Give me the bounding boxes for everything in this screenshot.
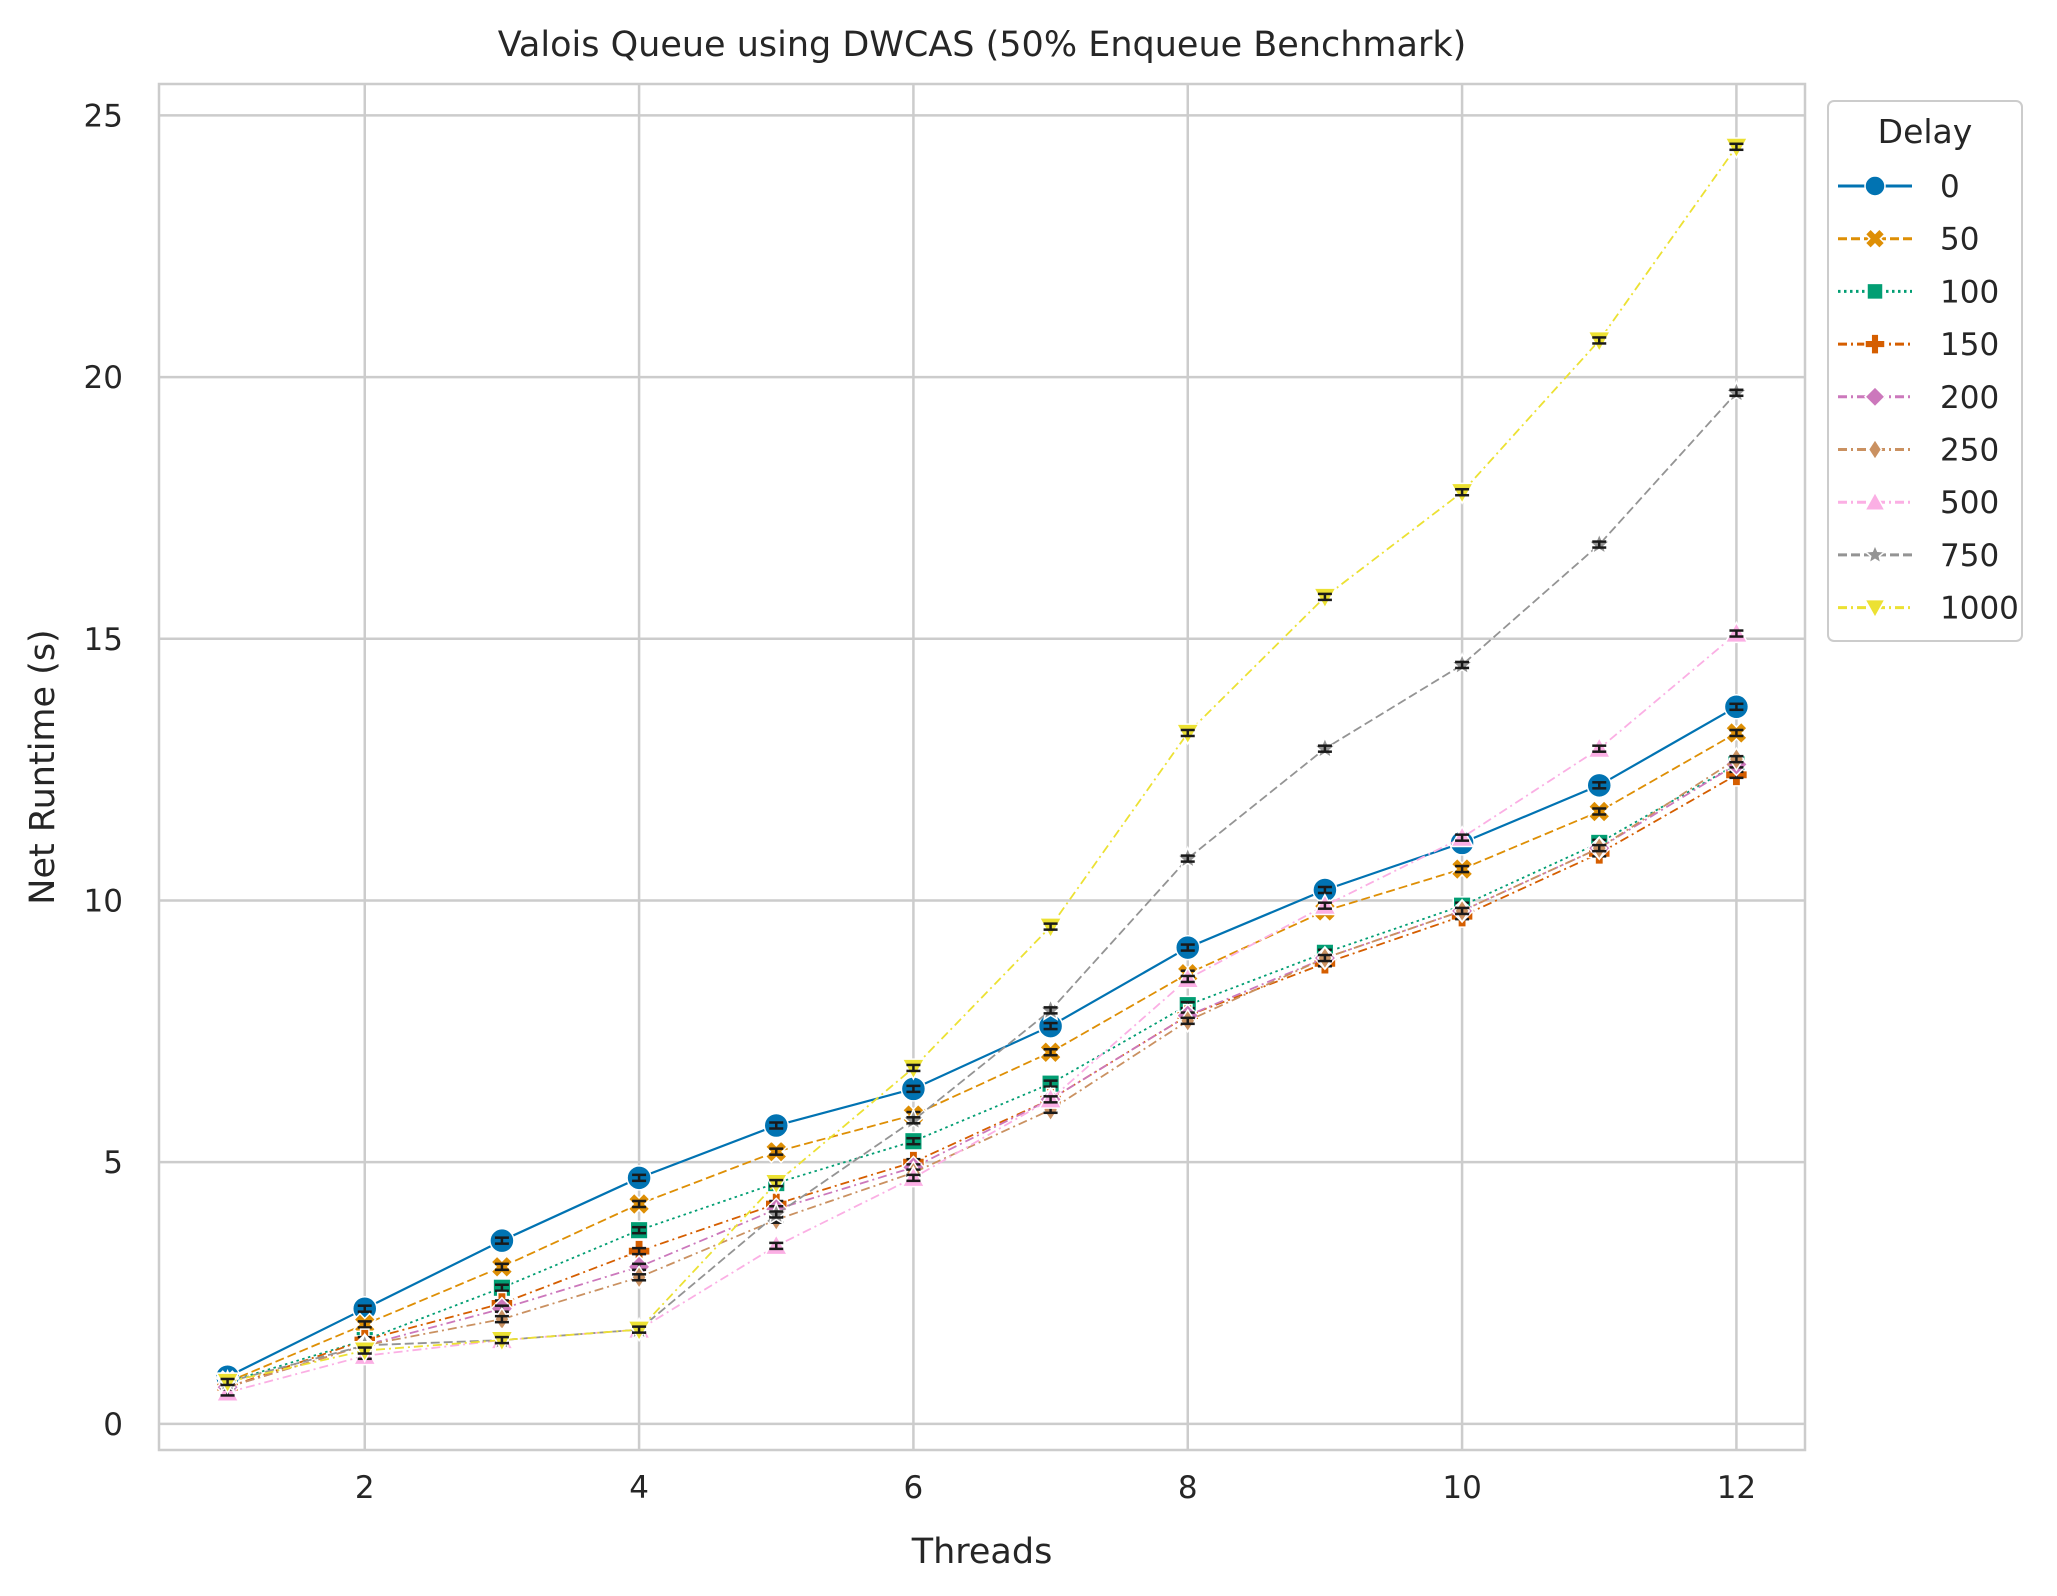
x-tick-label: 12 [1717,1470,1756,1506]
y-tick-label: 20 [84,360,123,396]
legend-label: 750 [1940,538,1999,574]
y-tick-label: 10 [84,883,123,919]
legend-label: 200 [1940,380,1999,416]
legend-label: 0 [1940,169,1960,205]
series-line [227,392,1738,1383]
x-tick-label: 6 [904,1470,924,1506]
legend-item: 200 [1838,380,1999,416]
legend-marker [1866,282,1884,301]
grid-lines [159,84,1805,1450]
legend-marker [1863,385,1887,408]
x-tick-label: 8 [1178,1470,1198,1506]
legend-items: 0 50 100 150 200 250 500 750 1000 [1838,169,2019,627]
series-500 [215,620,1749,1402]
axes: 2 4 6 8 10 12 0 5 10 15 20 25 [84,98,1757,1506]
series-line [227,763,1737,1383]
legend-label: 250 [1940,433,1999,469]
series-line [227,732,1737,1383]
legend-item: 750 [1838,538,1999,574]
series-1000 [215,137,1749,1395]
series-100 [218,754,1746,1392]
series-line [227,632,1737,1394]
series-0 [214,694,1750,1390]
legend-label: 100 [1940,274,1999,310]
legend-marker [1867,438,1883,461]
legend-marker [1864,175,1886,197]
y-axis-title: Net Runtime (s) [23,629,63,904]
series-200 [215,752,1749,1400]
legend-marker [1864,333,1886,355]
y-tick-label: 25 [84,98,123,134]
y-tick-label: 15 [84,622,123,658]
x-tick-label: 4 [629,1470,649,1506]
legend-item: 100 [1838,274,1999,310]
plot-frame [157,82,1807,1452]
series-line [227,763,1737,1389]
series-250 [219,746,1745,1400]
legend-marker [1863,490,1887,511]
legend-label: 50 [1940,222,1979,258]
legend-item: 50 [1838,222,1979,258]
chart-title: Valois Queue using DWCAS (50% Enqueue Be… [498,25,1467,65]
legend-item: 500 [1838,485,1999,521]
legend-label: 500 [1940,485,1999,521]
x-axis-title: Threads [911,1532,1053,1572]
legend-marker [1864,227,1886,250]
series-line [227,146,1738,1383]
y-tick-label: 0 [103,1407,123,1443]
series-line [227,758,1737,1389]
legend-item: 1000 [1838,591,2019,627]
legend-item: 0 [1838,169,1960,205]
x-tick-label: 2 [355,1470,375,1506]
legend-marker [1863,542,1887,565]
series-150 [215,763,1749,1399]
legend-item: 250 [1838,433,1999,469]
legend-label: 1000 [1940,591,2019,627]
legend-item: 150 [1838,327,1999,363]
series-line [227,705,1737,1378]
series-50 [215,721,1749,1394]
legend-marker [1863,598,1887,620]
series-line [227,774,1737,1389]
legend-title: Delay [1878,112,1973,151]
legend-label: 150 [1940,327,1999,363]
y-tick-label: 5 [103,1145,123,1181]
data-series [214,137,1750,1402]
x-tick-label: 10 [1442,1470,1481,1506]
legend: Delay 0 50 100 150 200 250 500 750 1000 [1827,100,2023,642]
